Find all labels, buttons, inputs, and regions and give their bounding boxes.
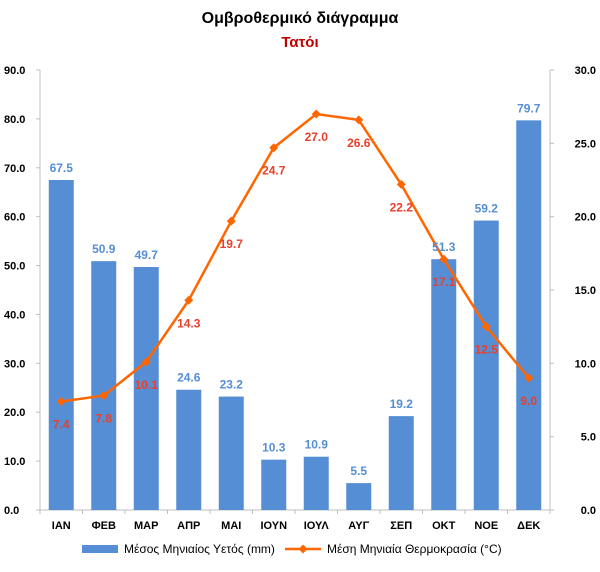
legend-bar-label: Μέσος Μηνιαίος Υετός (mm) (124, 542, 275, 556)
bar-data-label: 5.5 (350, 464, 367, 478)
data-labels: 67.5 50.9 49.7 24.6 23.2 10.3 10.9 5.5 19.2 51.3 5… (50, 101, 541, 478)
precipitation-bar (261, 459, 287, 510)
y-right-tick-label: 30.0 (575, 65, 596, 77)
line-data-label: 24.7 (262, 164, 286, 178)
y-right-tick-label: 5.0 (581, 432, 596, 444)
bar-data-label: 79.7 (517, 101, 541, 115)
line-data-label: 19.7 (220, 237, 244, 251)
y-right-tick-label: 10.0 (575, 358, 596, 370)
precipitation-bar (516, 120, 542, 510)
x-tick-label: ΑΥΓ (348, 520, 369, 532)
precipitation-bar (48, 180, 74, 510)
chart-subtitle: Τατόι (281, 34, 319, 51)
y-right-tick-label: 20.0 (575, 212, 596, 224)
precipitation-bar (431, 259, 457, 510)
y-left-tick-label: 80.0 (4, 114, 25, 126)
x-tick-label: ΙΟΥΛ (304, 520, 330, 532)
x-tick-label: ΜΑΡ (134, 520, 158, 532)
temperature-point (269, 143, 279, 153)
x-tick-label: ΟΚΤ (432, 520, 456, 532)
precipitation-bar (303, 456, 329, 510)
precipitation-bar (218, 396, 244, 510)
line-data-label: 10.1 (135, 378, 159, 392)
x-tick-label: ΑΠΡ (177, 520, 200, 532)
y-left-tick-label: 50.0 (4, 261, 25, 273)
temperature-point (226, 216, 236, 226)
legend-line-marker (298, 544, 308, 554)
temperature-point (56, 396, 66, 406)
y-left-tick-label: 0.0 (4, 505, 19, 517)
bar-data-label: 51.3 (432, 240, 456, 254)
bar-data-label: 59.2 (475, 202, 499, 216)
bar-data-label: 49.7 (135, 248, 159, 262)
y-left-tick-label: 10.0 (4, 456, 25, 468)
y-left-tick-label: 40.0 (4, 309, 25, 321)
legend-bar-swatch (82, 545, 118, 553)
line-data-label: 12.5 (475, 343, 499, 357)
precipitation-bar (346, 483, 372, 510)
temperature-series-line (61, 112, 530, 403)
temperature-point (99, 391, 109, 401)
precipitation-bar (91, 261, 117, 510)
temperature-point (524, 373, 534, 383)
line-data-label: 7.8 (95, 412, 112, 426)
y-right-tick-label: 25.0 (575, 138, 596, 150)
chart-legend: Μέσος Μηνιαίος Υετός (mm) Μέση Μηνιαία Θε… (82, 542, 502, 556)
precipitation-bar (473, 220, 499, 511)
x-tick-label: ΜΑΙ (221, 520, 241, 532)
line-data-label: 17.1 (432, 275, 456, 289)
temperature-point (481, 322, 491, 332)
x-tick-label: ΙΟΥΝ (260, 520, 287, 532)
temperature-point (311, 109, 321, 119)
x-tick-label: ΦΕΒ (92, 520, 116, 532)
bar-data-label: 24.6 (177, 371, 201, 385)
temperature-point (396, 179, 406, 189)
bar-data-label: 23.2 (220, 378, 244, 392)
chart-axes: 0.0 10.0 20.0 30.0 40.0 50.0 60.0 70.0 80.0 90.0 0… (4, 65, 596, 532)
temperature-point (439, 254, 449, 264)
chart-title: Ομβροθερμικό διάγραμμα (201, 10, 399, 27)
y-right-tick-label: 15.0 (575, 285, 596, 297)
legend-line-label: Μέση Μηνιαία Θερμοκρασία (°C) (327, 542, 502, 556)
y-left-tick-label: 30.0 (4, 358, 25, 370)
line-data-label: 7.4 (53, 417, 70, 431)
line-data-label: 22.2 (390, 200, 414, 214)
x-tick-label: ΣΕΠ (390, 520, 412, 532)
line-data-label: 9.0 (520, 394, 537, 408)
x-tick-label: ΙΑΝ (52, 520, 71, 532)
y-left-tick-label: 20.0 (4, 407, 25, 419)
bar-data-label: 67.5 (50, 161, 74, 175)
bar-data-label: 19.2 (390, 397, 414, 411)
y-left-tick-label: 60.0 (4, 212, 25, 224)
precipitation-bar (388, 416, 414, 510)
line-data-label: 26.6 (347, 136, 371, 150)
bar-data-label: 10.3 (262, 441, 286, 455)
bar-data-label: 10.9 (305, 438, 329, 452)
x-tick-label: ΔΕΚ (517, 520, 540, 532)
y-left-tick-label: 90.0 (4, 65, 25, 77)
temperature-point (354, 115, 364, 125)
line-data-label: 14.3 (177, 316, 201, 330)
line-data-label: 27.0 (305, 130, 329, 144)
bar-data-label: 50.9 (92, 242, 116, 256)
y-left-tick-label: 70.0 (4, 163, 25, 175)
precipitation-bar (133, 267, 159, 510)
precipitation-bar (176, 389, 202, 510)
temperature-point (184, 295, 194, 305)
precipitation-bars (48, 120, 542, 511)
y-right-tick-label: 0.0 (581, 505, 596, 517)
x-tick-label: ΝΟΕ (474, 520, 498, 532)
temperature-point (141, 357, 151, 367)
temperature-line (56, 109, 534, 406)
